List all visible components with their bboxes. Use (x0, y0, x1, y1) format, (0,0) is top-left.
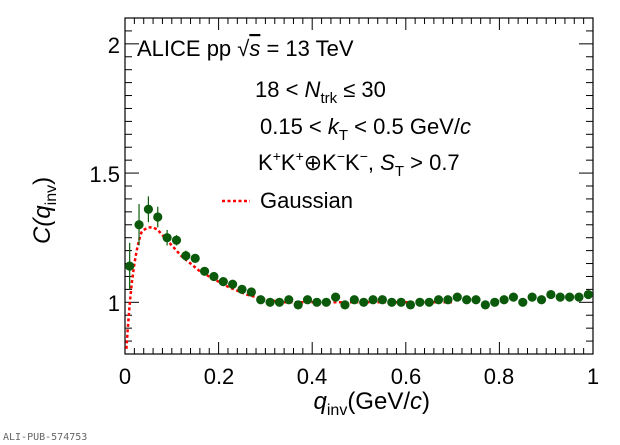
data-point (565, 292, 575, 302)
data-point (340, 300, 350, 310)
data-point (536, 295, 547, 305)
data-point (471, 295, 481, 305)
y-axis-title: C(qinv) (29, 177, 60, 244)
x-tick-label: 0.6 (391, 364, 422, 389)
data-point (162, 233, 172, 243)
data-point (387, 297, 397, 307)
data-point (405, 300, 416, 310)
data-point (190, 253, 200, 263)
data-point (321, 297, 331, 307)
data-point (171, 235, 182, 245)
annotation-multiplicity: 18 < Ntrk ≤ 30 (255, 77, 386, 107)
data-point (433, 295, 444, 305)
data-point (256, 295, 266, 305)
data-point (209, 271, 219, 282)
data-point (246, 287, 256, 297)
data-point (415, 297, 425, 307)
publication-id: ALI-PUB-574753 (3, 432, 87, 443)
data-point (312, 297, 322, 307)
data-point (284, 295, 294, 305)
legend: Gaussian (222, 188, 353, 213)
x-tick-label: 0.4 (297, 364, 328, 389)
data-point (181, 251, 191, 261)
data-point (490, 297, 500, 307)
data-point (480, 300, 490, 310)
data-point (424, 297, 434, 307)
y-tick-label: 1.5 (89, 162, 120, 187)
data-point (125, 261, 135, 271)
data-point (274, 297, 285, 307)
y-tick-labels: 1 1.5 2 (89, 33, 120, 316)
data-point (443, 295, 453, 305)
x-tick-label: 0 (119, 364, 131, 389)
data-point (377, 295, 387, 305)
data-point (153, 212, 163, 222)
data-point (518, 297, 528, 307)
data-point (143, 204, 153, 214)
x-tick-label: 1 (587, 364, 599, 389)
data-point (546, 289, 556, 300)
data-point (527, 292, 537, 302)
annotation-kt: 0.15 < kT < 0.5 GeV/c (260, 114, 471, 144)
y-tick-label: 2 (108, 33, 120, 58)
annotation-pair-selection: K+K+⊕K−K−, ST > 0.7 (258, 148, 460, 180)
data-point (499, 295, 509, 305)
x-axis-title: qinv(GeV/c) (314, 388, 431, 419)
x-tick-label: 0.2 (204, 364, 235, 389)
data-point (574, 292, 584, 302)
data-point (359, 297, 369, 307)
data-point (228, 279, 238, 289)
data-point (508, 292, 519, 302)
x-tick-label: 0.8 (484, 364, 515, 389)
data-point (134, 220, 144, 230)
y-tick-label: 1 (108, 291, 120, 316)
data-point (462, 295, 472, 305)
data-point (302, 295, 313, 305)
data-point (237, 284, 247, 294)
gaussian-fit-curve (125, 226, 453, 349)
legend-fit-label: Gaussian (260, 188, 353, 213)
data-point (555, 292, 565, 302)
data-point (331, 292, 341, 302)
x-tick-labels: 0 0.2 0.4 0.6 0.8 1 (119, 364, 599, 389)
fit-layer (125, 226, 453, 349)
data-point (218, 277, 228, 287)
data-point (293, 300, 303, 310)
data-point (349, 295, 359, 305)
data-point (368, 295, 378, 305)
annotation-experiment: ALICE pp √s = 13 TeV (137, 36, 354, 61)
data-point (583, 289, 593, 300)
data-point (199, 266, 210, 276)
points-layer (125, 196, 593, 310)
tick-marks (124, 17, 594, 355)
data-point (265, 297, 275, 307)
data-point (396, 297, 406, 307)
data-point (452, 292, 462, 302)
